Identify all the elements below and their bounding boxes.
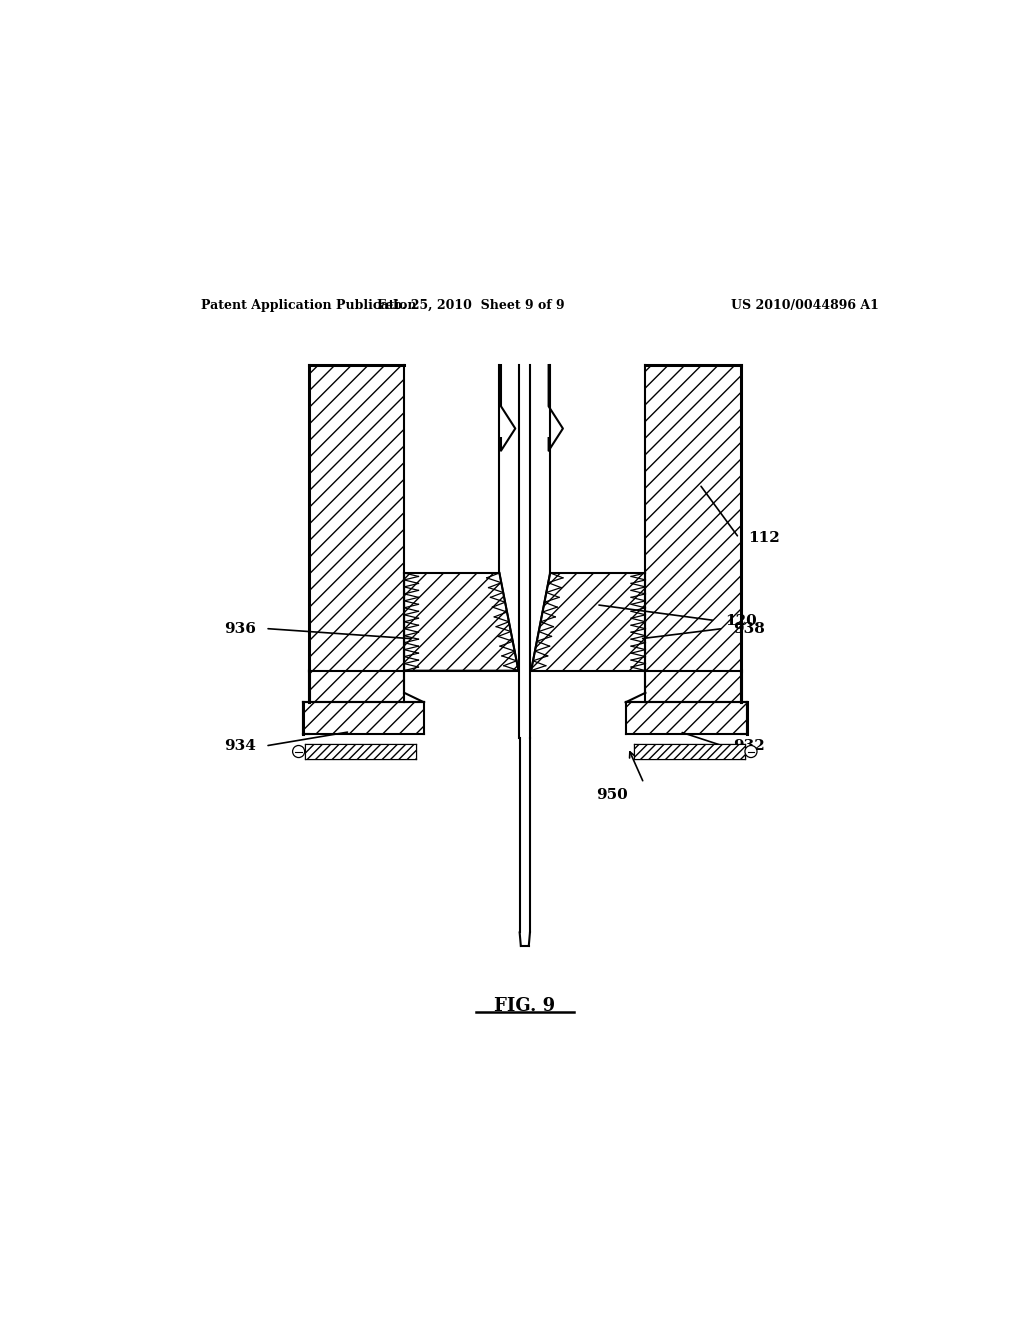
Polygon shape — [309, 671, 404, 702]
Text: 934: 934 — [224, 739, 256, 752]
Text: 112: 112 — [749, 531, 780, 545]
Text: FIG. 9: FIG. 9 — [495, 998, 555, 1015]
Polygon shape — [303, 702, 424, 734]
Polygon shape — [645, 366, 740, 671]
Text: 938: 938 — [733, 622, 765, 635]
Text: 932: 932 — [733, 739, 765, 752]
Text: 120: 120 — [725, 614, 757, 627]
Polygon shape — [531, 573, 645, 671]
Polygon shape — [305, 743, 416, 759]
Text: Patent Application Publication: Patent Application Publication — [201, 300, 417, 312]
Polygon shape — [626, 702, 748, 734]
Polygon shape — [404, 573, 518, 671]
Text: 936: 936 — [224, 622, 256, 635]
Polygon shape — [645, 671, 740, 702]
Polygon shape — [309, 366, 404, 671]
Polygon shape — [634, 743, 744, 759]
Text: Feb. 25, 2010  Sheet 9 of 9: Feb. 25, 2010 Sheet 9 of 9 — [377, 300, 564, 312]
Text: US 2010/0044896 A1: US 2010/0044896 A1 — [731, 300, 879, 312]
Circle shape — [293, 746, 305, 758]
Text: 950: 950 — [596, 788, 628, 803]
Circle shape — [744, 746, 757, 758]
